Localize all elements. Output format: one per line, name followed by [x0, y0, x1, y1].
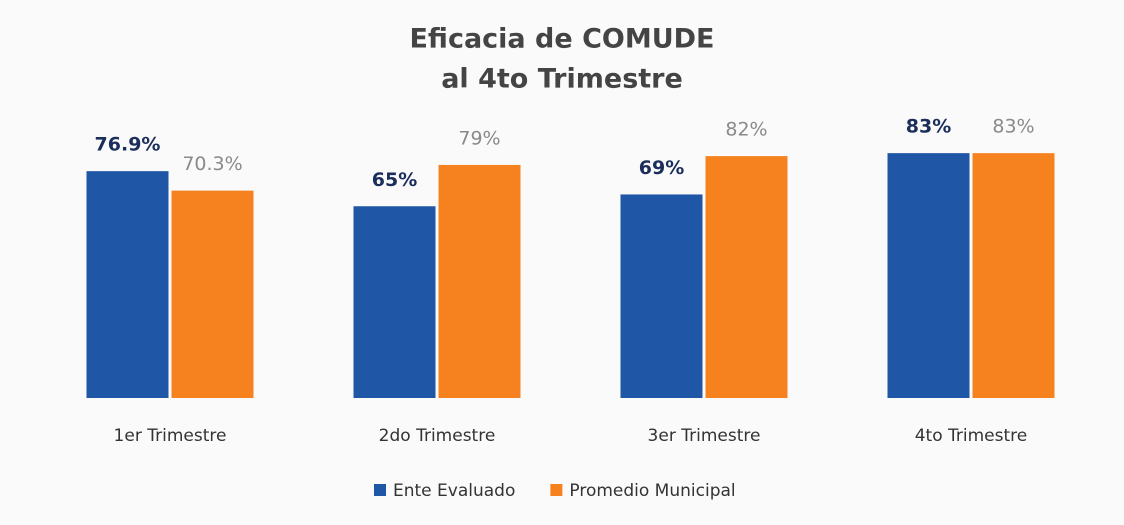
data-label: 83% [906, 116, 951, 138]
x-tick-label: 2do Trimestre [379, 426, 496, 446]
legend-swatch [550, 484, 563, 496]
bar [705, 156, 788, 398]
data-label: 83% [992, 116, 1034, 138]
data-label: 65% [372, 169, 417, 191]
legend-label: Ente Evaluado [393, 481, 515, 501]
legend-swatch [374, 484, 386, 496]
data-label: 79% [458, 127, 500, 149]
data-label: 69% [639, 157, 684, 179]
bar [86, 171, 169, 398]
legend-label: Promedio Municipal [569, 481, 735, 501]
chart-title: al 4to Trimestre [441, 64, 683, 95]
x-tick-label: 4to Trimestre [915, 426, 1028, 446]
data-label: 76.9% [95, 134, 161, 156]
chart-title: Eficacia de COMUDE [409, 24, 714, 55]
bar [438, 164, 521, 398]
bar [887, 153, 970, 398]
bar [171, 190, 254, 398]
bar [620, 194, 703, 398]
data-label: 82% [725, 119, 767, 141]
x-tick-label: 1er Trimestre [114, 426, 227, 446]
bar [972, 153, 1055, 398]
data-label: 70.3% [182, 153, 242, 175]
x-tick-label: 3er Trimestre [648, 426, 761, 446]
bar [353, 206, 436, 398]
